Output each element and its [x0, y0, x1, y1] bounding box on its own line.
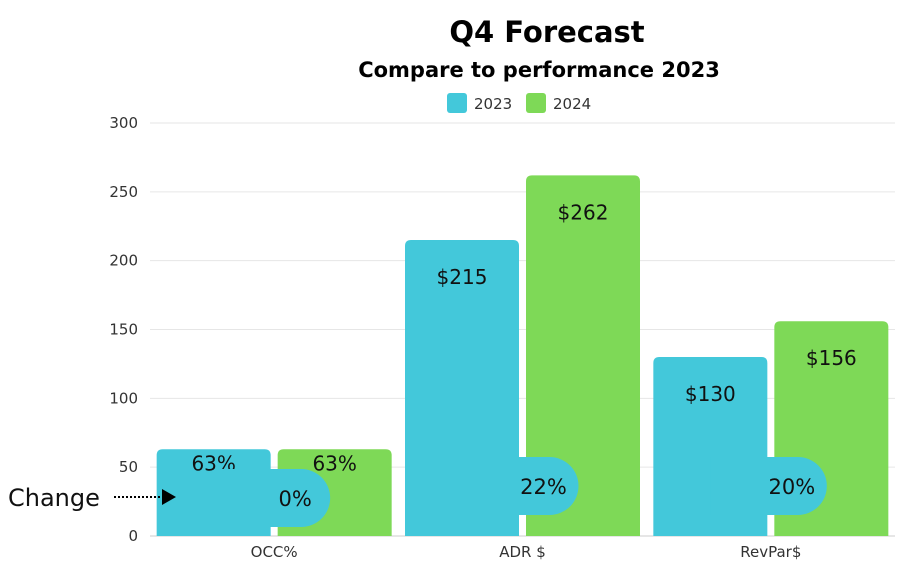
y-tick-label: 100 — [109, 389, 138, 407]
change-annotation: Change — [8, 484, 176, 512]
legend-swatch-2023 — [447, 93, 467, 113]
y-tick-label: 200 — [109, 252, 138, 270]
chart-title: Q4 Forecast — [449, 15, 644, 49]
bar-value-label: 63% — [312, 451, 356, 475]
y-tick-label: 250 — [109, 183, 138, 201]
legend-swatch-2024 — [526, 93, 546, 113]
bar-value-label: $215 — [437, 265, 488, 289]
y-tick-label: 150 — [109, 321, 138, 339]
y-tick-label: 0 — [128, 527, 138, 545]
legend-label-2023: 2023 — [474, 95, 512, 113]
change-label: Change — [8, 484, 100, 512]
x-tick-label: OCC% — [251, 543, 298, 561]
change-value: 0% — [279, 487, 312, 511]
change-value: 22% — [520, 475, 567, 499]
bars: 63% 63%$215$262$130$156 — [156, 175, 889, 536]
y-axis: 0 50 100 150 200 250 300 — [109, 114, 138, 545]
bar-value-label: $262 — [558, 200, 609, 224]
grid — [150, 122, 895, 537]
x-tick-label: RevPar$ — [740, 543, 801, 561]
bar-value-label: $130 — [685, 382, 736, 406]
legend-label-2024: 2024 — [553, 95, 591, 113]
x-tick-label: ADR $ — [499, 543, 546, 561]
change-bubbles: 0% 22% 20% — [214, 457, 827, 527]
y-tick-label: 50 — [119, 458, 138, 476]
change-value: 20% — [768, 475, 815, 499]
legend: 2023 2024 — [447, 93, 591, 113]
bar-value-label: $156 — [806, 346, 857, 370]
change-bubble — [462, 457, 579, 515]
y-tick-label: 300 — [109, 114, 138, 132]
change-bubble — [214, 468, 331, 527]
bar-2024-1 — [526, 175, 640, 536]
x-axis: OCC% ADR $ RevPar$ — [251, 543, 802, 561]
change-bubble — [710, 457, 827, 515]
chart-subtitle: Compare to performance 2023 — [358, 58, 720, 82]
